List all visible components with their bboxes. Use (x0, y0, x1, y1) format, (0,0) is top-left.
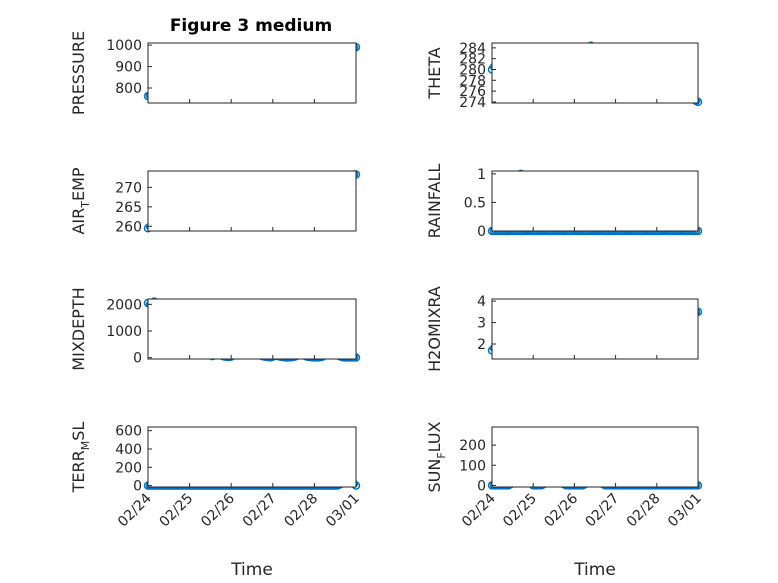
subplot-rainfall: 0 0.5 1 RAINFALL (425, 164, 703, 240)
y-tick-label: 0 (477, 224, 486, 240)
y-tick-label: 400 (115, 442, 142, 458)
y-axis-label: H2OMIXRA (425, 286, 444, 372)
y-axis-label: RAINFALL (425, 164, 444, 239)
y-tick-label: 2 (477, 337, 486, 353)
axes-frame (147, 170, 357, 232)
y-tick-label: 800 (115, 81, 142, 97)
axes-frame (147, 298, 357, 360)
y-tick-label: 278 (459, 73, 486, 89)
figure-title: Figure 3 medium (170, 16, 332, 36)
y-tick-label: 600 (115, 424, 142, 440)
axes-frame (491, 42, 699, 104)
y-tick-label: 282 (459, 52, 486, 68)
y-tick-label: 0 (477, 478, 486, 494)
y-axis-label: PRESSURE (69, 31, 88, 115)
y-tick-label: 284 (459, 41, 486, 57)
y-tick-label: 276 (459, 84, 486, 100)
y-tick-label: 1000 (106, 38, 142, 54)
y-tick-label: 260 (115, 219, 142, 235)
y-tick-label: 270 (115, 180, 142, 196)
y-tick-label: 900 (115, 60, 142, 76)
axes-frame (147, 426, 357, 488)
y-tick-label: 0 (133, 479, 142, 495)
y-axis-label: MIXDEPTH (69, 287, 88, 370)
subplot-air_temp: 260 265 270 AIRTEMP (69, 167, 361, 235)
y-axis-label: AIRTEMP (69, 167, 92, 234)
y-tick-label: 274 (459, 95, 486, 111)
y-tick-label: 0 (133, 351, 142, 367)
y-tick-label: 0.5 (464, 195, 486, 211)
x-axis-label: Time (573, 560, 616, 580)
y-tick-label: 265 (115, 200, 142, 216)
subplot-mixdepth: 0 1000 2000 MIXDEPTH (69, 287, 361, 371)
y-tick-label: 100 (459, 458, 486, 474)
y-tick-label: 200 (459, 438, 486, 454)
subplot-h2omixra: 2 3 4 H2OMIXRA (425, 286, 703, 372)
y-tick-label: 200 (115, 460, 142, 476)
axes-frame (491, 426, 699, 488)
y-tick-label: 4 (477, 294, 486, 310)
x-axis-label: Time (230, 560, 273, 580)
y-tick-label: 3 (477, 316, 486, 332)
y-axis-label: SUNFLUX (425, 421, 448, 492)
y-tick-label: 2000 (106, 297, 142, 313)
y-tick-label: 1000 (106, 324, 142, 340)
y-tick-label: 1 (477, 167, 486, 183)
y-axis-label: TERRMSL (69, 422, 92, 494)
axes-frame (147, 42, 357, 104)
axes-frame (491, 170, 699, 232)
y-tick-label: 280 (459, 62, 486, 78)
subplot-pressure: 800 900 1000 PRESSURE (69, 31, 361, 115)
axes-frame (491, 298, 699, 360)
y-axis-label: THETA (425, 47, 444, 99)
